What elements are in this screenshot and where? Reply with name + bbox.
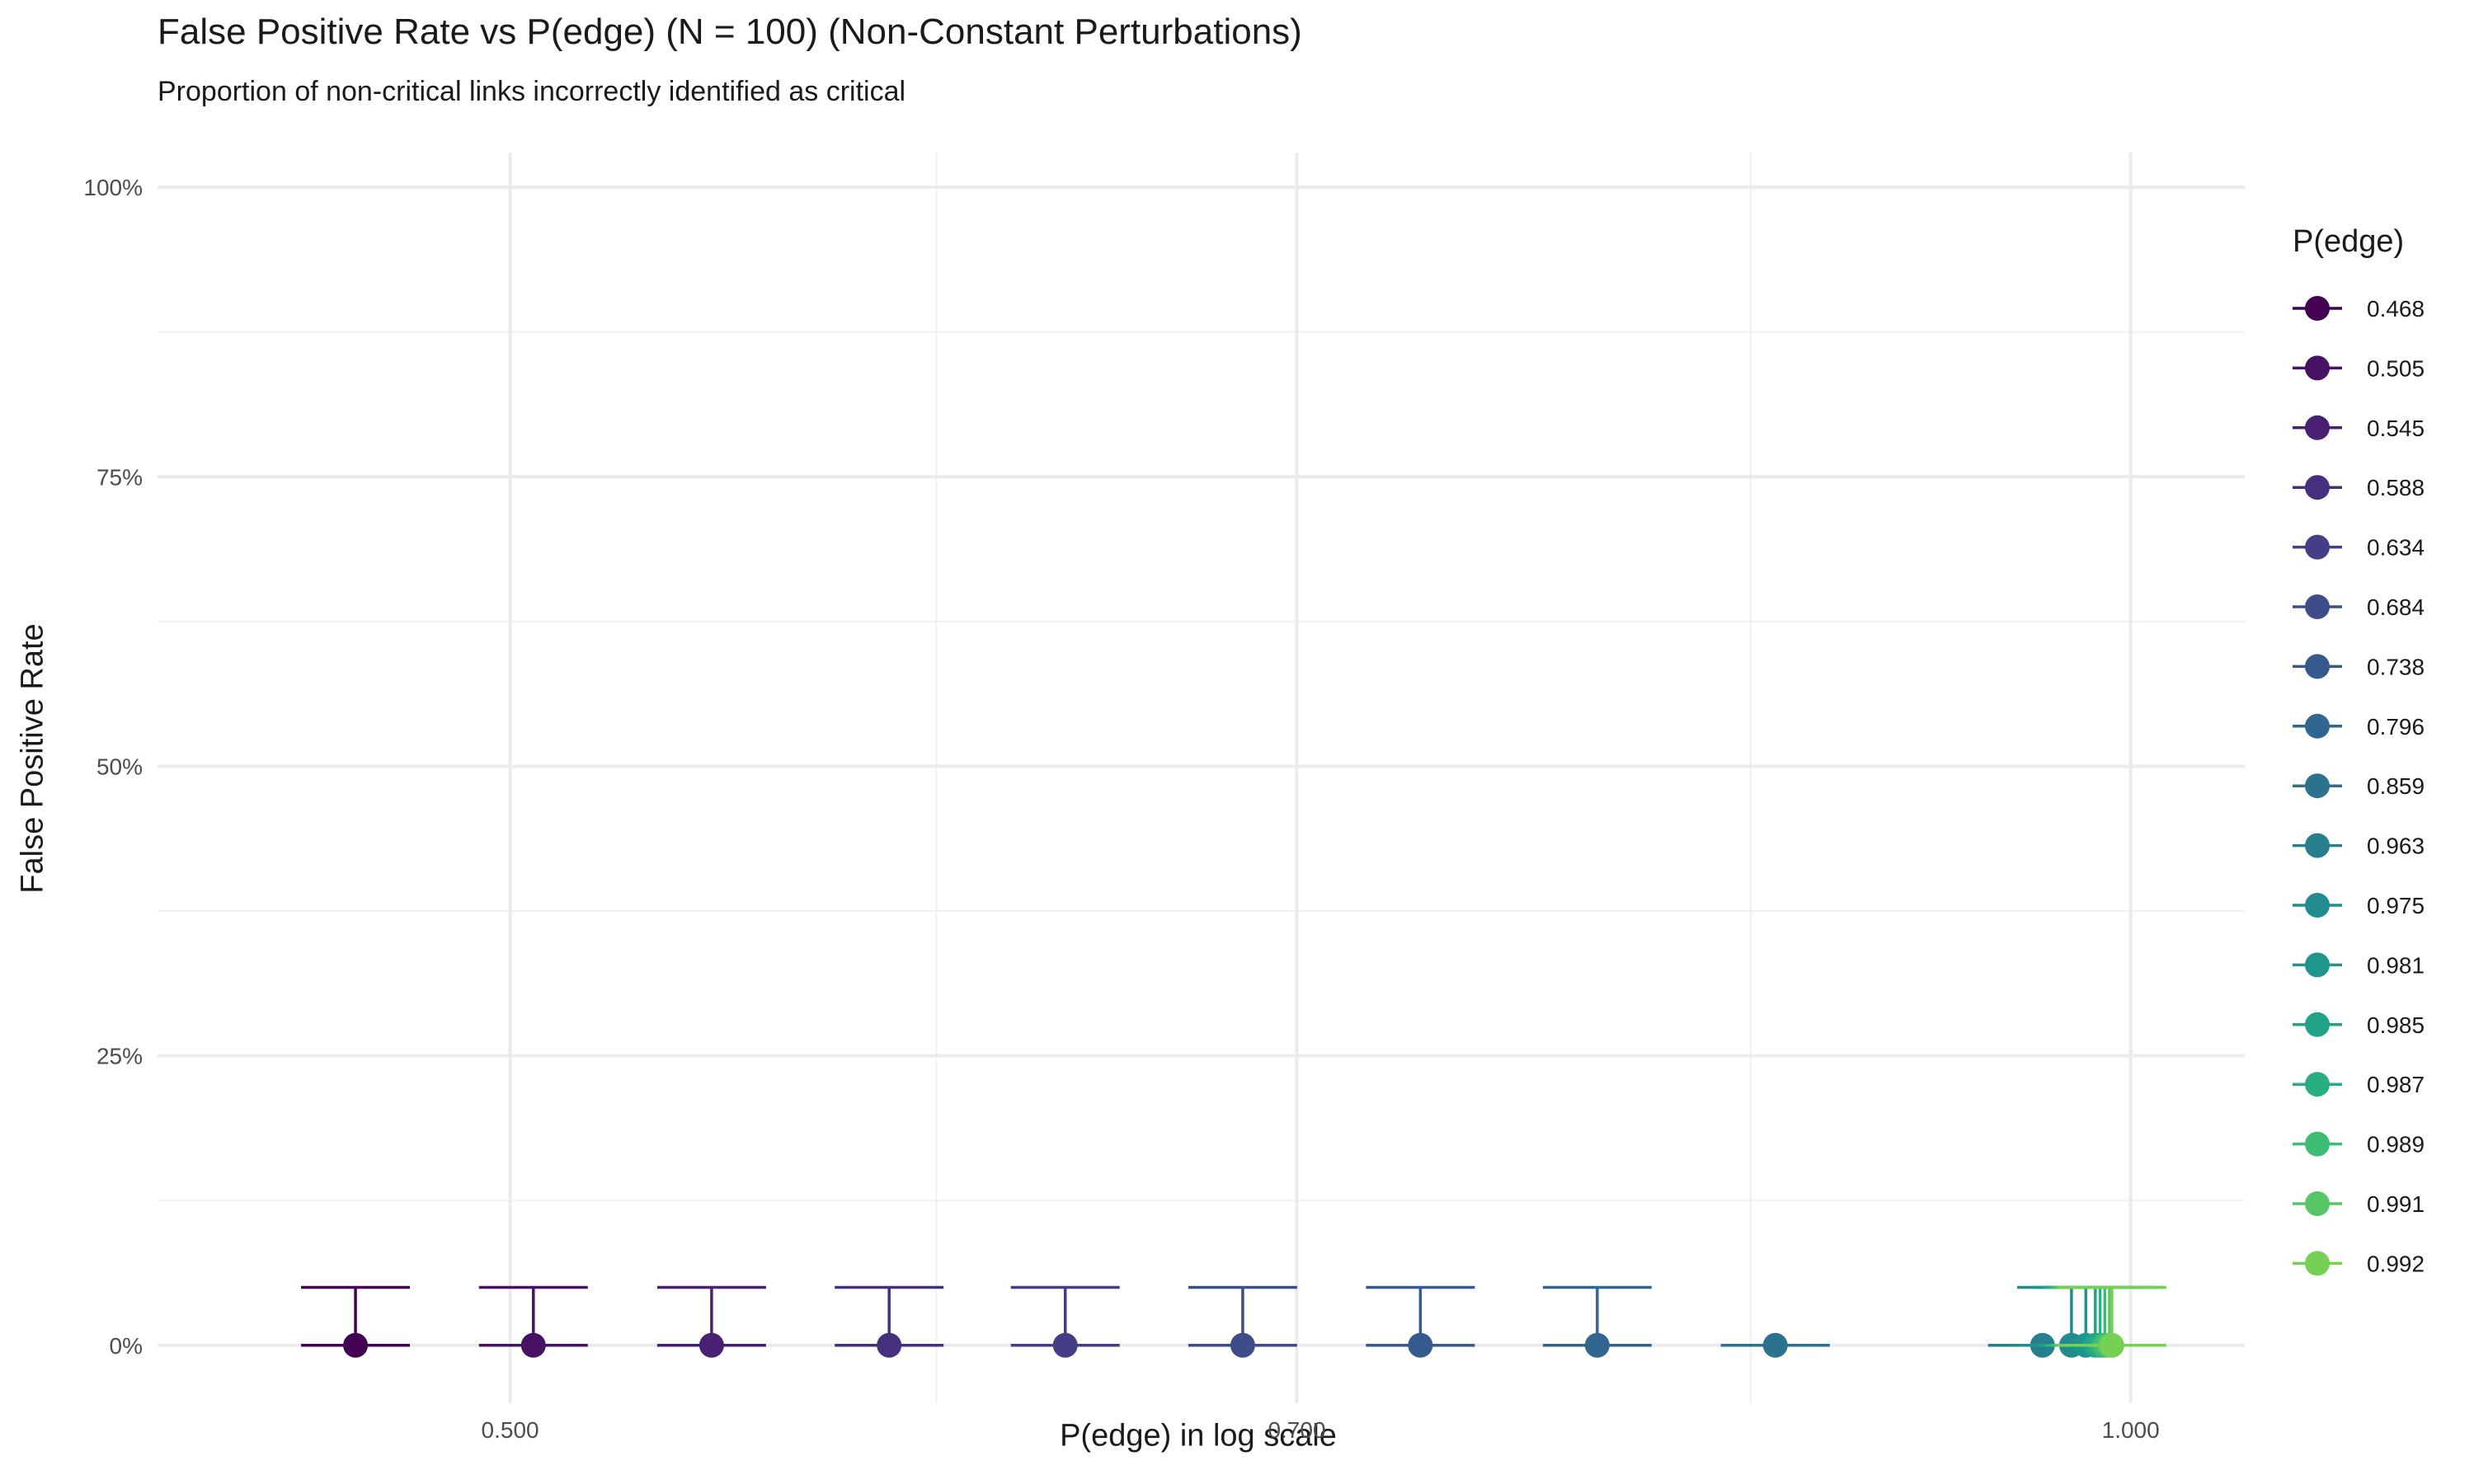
legend-item: 0.545 [2293,415,2425,441]
legend-key-point [2305,773,2330,799]
legend-label: 0.796 [2367,714,2425,740]
series-0.545 [656,1285,766,1358]
legend-label: 0.963 [2367,834,2425,859]
chart-title: False Positive Rate vs P(edge) (N = 100)… [158,12,1302,52]
legend-item: 0.975 [2293,893,2425,918]
y-tick-label: 25% [96,1044,143,1069]
legend-label: 0.588 [2367,475,2425,500]
data-point [520,1332,546,1358]
data-point [1584,1332,1610,1358]
y-tick-label: 100% [83,175,143,200]
legend-key-point [2305,296,2330,321]
series-0.796 [1542,1285,1652,1358]
data-point [343,1332,369,1358]
series-0.992 [2057,1285,2166,1358]
major-gridlines [158,153,2245,1403]
legend-item: 0.992 [2293,1251,2425,1276]
minor-gridlines [158,153,2245,1403]
legend-label: 0.985 [2367,1012,2425,1038]
data-point [2099,1332,2124,1358]
legend-item: 0.796 [2293,713,2425,740]
legend-label: 0.992 [2367,1251,2425,1276]
legend-key-point [2305,1191,2330,1216]
data-point [877,1332,902,1358]
legend-key-point [2305,952,2330,978]
data-point [1408,1332,1433,1358]
series-0.859 [1720,1332,1830,1358]
legend-label: 0.468 [2367,296,2425,322]
legend-item: 0.985 [2293,1012,2425,1038]
series-0.505 [478,1285,588,1358]
legend-key-point [2305,1012,2330,1037]
legend-label: 0.859 [2367,773,2425,799]
legend-key-point [2305,654,2330,679]
legend-label: 0.505 [2367,355,2425,381]
series-0.588 [835,1285,944,1358]
legend-key-point [2305,415,2330,440]
x-tick-label: 0.700 [1268,1417,1325,1443]
legend-item: 0.505 [2293,355,2425,381]
legend-key-point [2305,893,2330,918]
series-0.634 [1010,1285,1120,1358]
data-point [698,1332,724,1358]
legend-label: 0.981 [2367,952,2425,978]
legend-label: 0.987 [2367,1072,2425,1097]
x-axis-label: P(edge) in log scale [1060,1418,1337,1453]
legend-label: 0.684 [2367,594,2425,620]
legend-item: 0.634 [2293,534,2425,561]
y-tick-label: 0% [110,1333,143,1359]
legend-item: 0.963 [2293,833,2425,859]
legend-key-point [2305,594,2330,619]
legend-label: 0.991 [2367,1191,2425,1217]
series-0.468 [301,1285,411,1358]
legend-label: 0.545 [2367,416,2425,441]
data-marks [301,1285,2166,1358]
legend-key-point [2305,1131,2330,1157]
legend: 0.468 0.505 0.545 0.588 0.634 0.684 0.738 0.796… [2293,296,2425,1276]
legend-key-point [2305,1251,2330,1276]
data-point [1052,1332,1078,1358]
legend-key-point [2305,833,2330,858]
legend-key-point [2305,534,2330,560]
legend-item: 0.981 [2293,952,2425,978]
legend-item: 0.738 [2293,654,2425,679]
legend-key-point [2305,1072,2330,1097]
legend-item: 0.989 [2293,1131,2425,1158]
y-tick-label: 75% [96,464,143,490]
legend-label: 0.634 [2367,535,2425,561]
series-0.738 [1366,1285,1475,1358]
x-tick-label: 0.500 [482,1417,539,1443]
legend-key-point [2305,355,2330,381]
x-tick-label: 1.000 [2102,1417,2160,1443]
legend-item: 0.859 [2293,773,2425,799]
legend-title: P(edge) [2293,224,2405,259]
legend-label: 0.989 [2367,1132,2425,1158]
legend-item: 0.987 [2293,1072,2425,1097]
legend-label: 0.975 [2367,893,2425,918]
legend-item: 0.468 [2293,296,2425,322]
x-axis-ticks: 0.500 0.700 1.000 [482,1417,2160,1443]
legend-key-point [2305,475,2330,500]
chart-subtitle: Proportion of non-critical links incorre… [158,76,906,107]
y-axis-ticks: 0% 25% 50% 75% 100% [83,175,143,1359]
data-point [1230,1332,1255,1358]
y-tick-label: 50% [96,754,143,779]
data-point [1762,1332,1788,1358]
legend-item: 0.588 [2293,475,2425,500]
series-0.684 [1188,1285,1297,1358]
legend-label: 0.738 [2367,654,2425,679]
legend-item: 0.991 [2293,1191,2425,1217]
legend-item: 0.684 [2293,594,2425,620]
legend-key-point [2305,713,2330,739]
